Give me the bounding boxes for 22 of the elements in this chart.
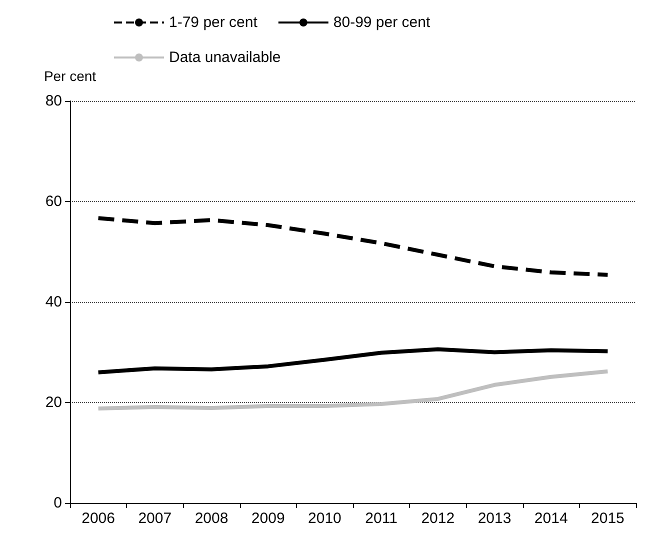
x-tick-label: 2014 <box>534 510 568 527</box>
y-axis-title: Per cent <box>44 68 96 84</box>
x-tick-label: 2008 <box>194 510 228 527</box>
x-tick-label: 2009 <box>251 510 285 527</box>
y-tick-label: 60 <box>45 193 62 210</box>
line-series <box>96 369 610 411</box>
x-tick-label: 2015 <box>591 510 624 527</box>
y-tick-label: 40 <box>45 294 62 310</box>
legend-label: Data unavailable <box>169 49 281 66</box>
y-tick-label: 80 <box>45 92 62 110</box>
legend-label: 80-99 per cent <box>333 14 431 31</box>
line-series <box>96 216 610 277</box>
x-tick-label: 2007 <box>138 510 172 527</box>
y-tick-label: 0 <box>54 494 62 512</box>
legend-label: 1-79 per cent <box>169 14 258 31</box>
x-tick-label: 2013 <box>478 510 512 527</box>
x-tick-label: 2010 <box>308 510 342 527</box>
line-series <box>96 347 610 374</box>
x-tick-label: 2006 <box>82 510 115 527</box>
x-tick-label: 2011 <box>365 510 398 527</box>
y-tick-label: 20 <box>45 394 62 411</box>
x-tick-label: 2012 <box>421 510 455 527</box>
